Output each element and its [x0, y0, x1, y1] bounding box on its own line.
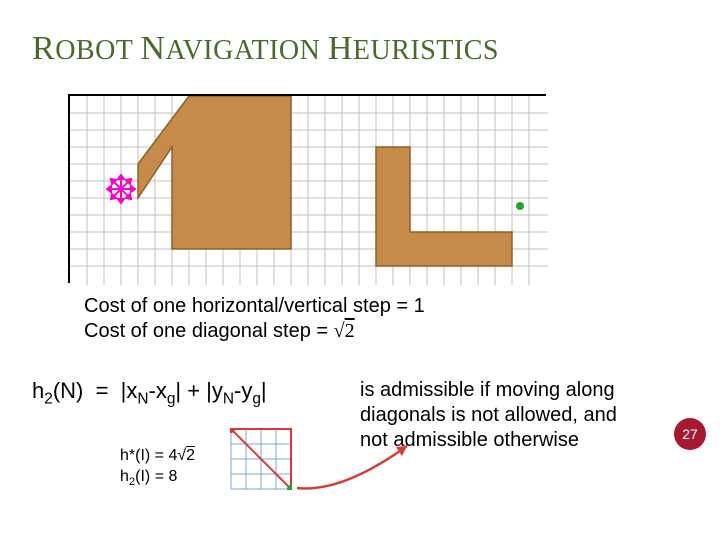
- admissible-line-1: is admissible if moving along: [360, 378, 617, 403]
- hstar-line: h*(I) = 4√2: [120, 446, 195, 467]
- small-grid: [230, 428, 292, 490]
- grid-svg: [70, 96, 548, 285]
- start-marker: [107, 175, 135, 203]
- admissible-line-2: diagonals is not allowed, and: [360, 403, 617, 428]
- slide: ROBOT NAVIGATION HEURISTICS: [0, 0, 720, 540]
- title-word-3: EURISTICS: [353, 35, 499, 66]
- slide-title: ROBOT NAVIGATION HEURISTICS: [32, 30, 499, 68]
- page-number-badge: 27: [674, 418, 706, 450]
- arrow-icon: [292, 438, 422, 498]
- navigation-grid: [68, 94, 546, 283]
- page-number: 27: [682, 426, 698, 442]
- title-word-2: AVIGATION: [165, 35, 320, 66]
- h2-formula: h2(N) = |xN-xg| + |yN-yg|: [32, 378, 267, 408]
- cost-line-1: Cost of one horizontal/vertical step = 1: [84, 294, 425, 319]
- small-grid-svg: [230, 428, 292, 490]
- h2i-line: h2(I) = 8: [120, 467, 195, 490]
- title-word-1: OBOT: [55, 35, 133, 66]
- cost-line-2: Cost of one diagonal step = √2: [84, 319, 425, 344]
- sqrt2-symbol: √2: [334, 320, 355, 342]
- hstar-text: h*(I) = 4√2 h2(I) = 8: [120, 446, 195, 490]
- cost-text: Cost of one horizontal/vertical step = 1…: [84, 294, 425, 344]
- goal-marker: [516, 202, 524, 210]
